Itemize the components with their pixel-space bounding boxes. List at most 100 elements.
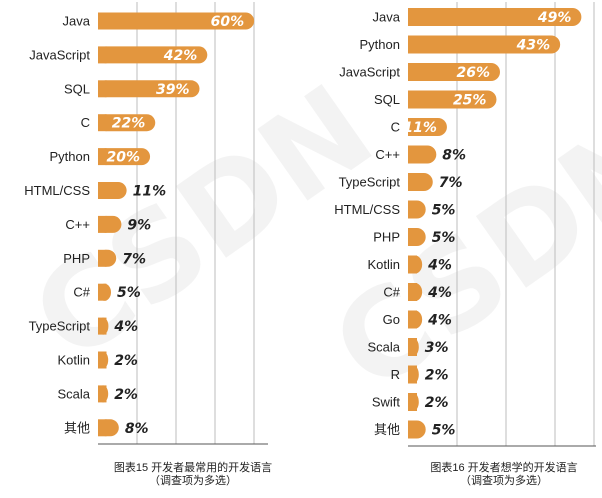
right-category-label: 其他 [374,422,400,437]
right-bar-python [408,35,561,54]
right-value-label: 11% [403,120,437,136]
right-bar-sql [408,90,497,109]
left-category-label: JavaScript [29,47,90,62]
caption-right-note: （调查项为多选） [460,475,548,487]
right-category-label: C# [383,285,400,300]
left-bar-base [98,283,107,301]
right-value-label: 5% [432,203,456,219]
left-bar-python [98,148,151,166]
chart-want-to-learn-languages: Java 49%Python 43%JavaScript 26%SQL 25%C 11%C… [334,2,596,447]
right-bar-base [408,365,417,384]
left-value-label: 9% [127,217,151,233]
caption-left-note: （调查项为多选） [149,475,237,487]
left-bar-base [98,419,107,437]
right-value-label: 5% [432,230,456,246]
left-value-label: 8% [125,421,149,437]
right-category-label: Kotlin [367,257,400,272]
left-bar-java [98,12,255,30]
left-category-label: TypeScript [29,319,91,334]
left-bar-base [98,80,107,98]
right-value-label: 49% [537,10,572,26]
right-category-label: C [391,120,400,135]
left-category-label: 其他 [64,420,90,435]
right-category-label: Python [360,37,400,52]
left-category-label: SQL [64,81,90,96]
left-bar-base [98,385,107,403]
right-bar-base [408,200,417,219]
left-value-label: 39% [156,82,190,98]
left-category-label: C# [73,285,90,300]
caption-right: 图表16 开发者想学的开发语言 （调查项为多选） [414,462,594,488]
right-category-label: TypeScript [339,175,401,190]
left-value-label: 7% [122,251,146,267]
right-category-label: PHP [373,230,400,245]
right-category-label: C++ [375,147,400,162]
left-bar-base [98,317,107,335]
right-bar-base [408,255,417,274]
left-category-label: Scala [57,386,90,401]
left-value-label: 5% [117,285,141,301]
right-bar-java [408,8,582,26]
left-value-label: 2% [114,353,138,369]
left-bar-base [98,114,107,132]
right-value-label: 2% [425,368,449,384]
right-bar-base [408,8,417,26]
right-category-label: Swift [372,395,401,410]
right-value-label: 2% [425,395,449,411]
left-category-label: C [81,115,90,130]
left-value-label: 20% [107,150,141,166]
left-bar-c [98,114,156,132]
right-bar-base [408,63,417,81]
right-value-label: 3% [425,340,449,356]
right-value-label: 4% [427,258,452,274]
left-bar-base [98,215,107,233]
right-value-label: 7% [439,175,463,191]
right-value-label: 43% [516,38,551,54]
left-bar-base [98,148,107,166]
right-category-label: Java [373,10,401,25]
right-category-label: R [391,367,400,382]
left-bar-base [98,12,107,30]
right-bar-javascript [408,63,500,81]
left-bar-base [98,182,107,199]
right-bar-base [408,90,417,109]
caption-left: 图表15 开发者最常用的开发语言 （调查项为多选） [98,462,288,488]
left-value-label: 2% [114,387,138,403]
right-bar-base [408,283,417,301]
right-value-label: 26% [456,65,490,81]
right-category-label: JavaScript [339,65,400,80]
right-bar-base [408,35,417,54]
caption-right-title: 图表16 开发者想学的开发语言 [430,462,578,474]
left-value-label: 60% [211,14,245,30]
right-value-label: 25% [453,93,487,109]
right-bar-c [408,118,447,136]
right-category-label: Scala [367,340,400,355]
caption-left-title: 图表15 开发者最常用的开发语言 [113,462,273,474]
left-category-label: Java [63,14,91,29]
right-bar-base [408,310,417,329]
right-bar-base [408,145,417,164]
left-value-label: 22% [112,116,146,132]
right-bar-base [408,393,417,411]
right-category-label: HTML/CSS [334,202,400,217]
right-value-label: 8% [442,148,466,164]
right-value-label: 4% [427,285,452,301]
right-value-label: 4% [427,313,452,329]
left-category-label: Kotlin [57,353,90,368]
left-value-label: 42% [163,48,198,64]
left-bar-javascript [98,46,208,64]
right-category-label: Go [383,312,400,327]
left-category-label: PHP [63,251,90,266]
left-category-label: Python [50,149,90,164]
left-category-label: HTML/CSS [24,183,90,198]
right-bar-base [408,118,417,136]
left-bar-base [98,351,107,369]
left-bar-base [98,46,107,64]
left-bar-sql [98,80,200,98]
chart-most-used-languages: Java 60% JavaScript 42% SQL 39% C 22% Python 20% H… [24,2,268,445]
right-bar-base [408,173,417,191]
right-value-label: 5% [432,423,456,439]
left-category-label: C++ [65,217,90,232]
right-category-label: SQL [374,92,400,107]
